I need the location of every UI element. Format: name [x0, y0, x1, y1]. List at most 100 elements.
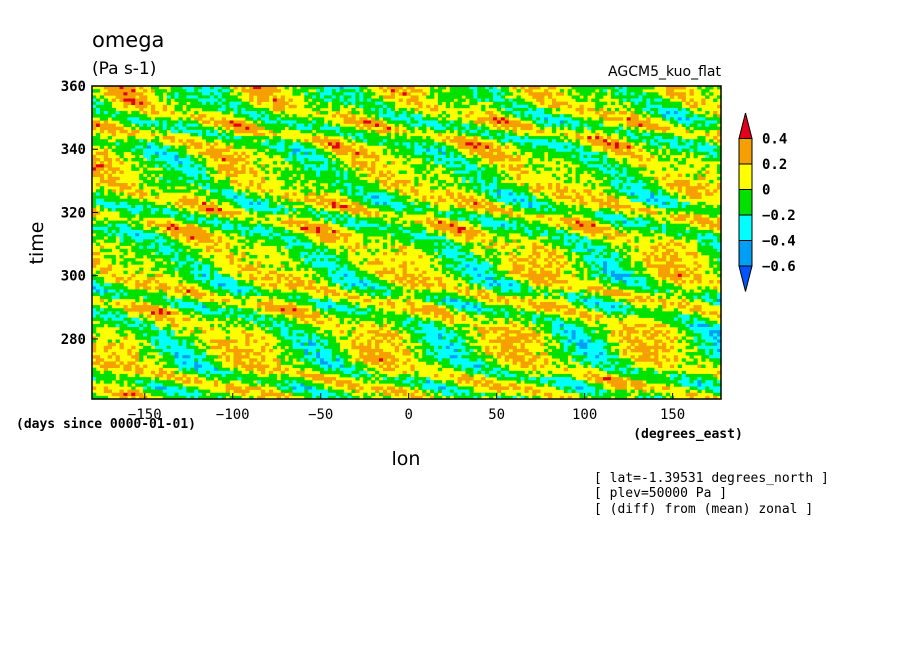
field-cell — [103, 389, 112, 394]
field-cell — [312, 217, 321, 221]
field-cell — [359, 148, 368, 153]
field-cell — [170, 251, 175, 256]
field-cell — [92, 370, 101, 375]
field-cell — [386, 86, 403, 90]
field-cell — [355, 389, 360, 394]
field-cell — [343, 361, 352, 365]
field-cell — [375, 320, 384, 325]
field-cell — [662, 104, 682, 109]
field-cell — [622, 226, 651, 231]
field-cell — [182, 373, 187, 378]
field-cell — [571, 189, 576, 193]
field-cell — [170, 336, 199, 340]
field-cell — [614, 233, 627, 237]
field-cell — [606, 314, 612, 318]
field-cell — [398, 386, 403, 390]
field-cell — [206, 248, 211, 253]
field-cell — [504, 364, 510, 368]
field-cell — [276, 248, 281, 253]
field-cell — [304, 245, 313, 250]
field-cell — [316, 111, 321, 115]
field-cell — [178, 355, 183, 359]
field-cell — [489, 258, 502, 262]
field-cell — [693, 142, 698, 146]
field-cell — [705, 352, 710, 356]
field-cell — [496, 373, 502, 378]
field-cell — [178, 258, 187, 262]
field-cell — [158, 95, 164, 99]
field-cell — [437, 251, 443, 256]
field-cell — [638, 179, 643, 184]
field-cell — [202, 136, 219, 140]
field-cell — [233, 352, 242, 356]
field-cell — [461, 267, 466, 271]
field-cell — [147, 255, 175, 259]
field-cell — [343, 264, 348, 268]
field-cell — [654, 195, 671, 199]
field-cell — [382, 323, 388, 328]
field-cell — [158, 123, 164, 127]
field-cell — [233, 126, 246, 131]
field-cell — [485, 195, 494, 199]
field-cell — [709, 179, 714, 184]
field-cell — [139, 352, 148, 356]
field-cell — [276, 336, 285, 340]
field-cell — [709, 139, 714, 143]
field-cell — [532, 167, 537, 171]
field-cell — [579, 295, 592, 300]
field-cell — [139, 107, 144, 112]
field-cell — [599, 157, 604, 162]
field-cell — [92, 217, 97, 221]
field-cell — [662, 226, 667, 231]
field-cell — [500, 204, 506, 209]
field-cell — [473, 364, 482, 368]
field-cell — [386, 286, 392, 290]
field-cell — [485, 214, 494, 218]
field-cell — [119, 383, 124, 387]
field-cell — [276, 120, 281, 124]
field-cell — [713, 364, 718, 368]
field-cell — [528, 204, 533, 209]
field-cell — [229, 161, 238, 165]
field-cell — [249, 92, 274, 96]
field-cell — [551, 173, 557, 178]
field-cell — [622, 258, 631, 262]
field-cell — [516, 101, 533, 106]
field-cell — [241, 101, 250, 106]
field-cell — [233, 345, 238, 350]
field-cell — [673, 136, 679, 140]
field-cell — [115, 114, 148, 118]
field-cell — [390, 151, 415, 156]
field-cell — [658, 192, 663, 196]
field-cell — [434, 323, 447, 328]
field-cell — [626, 298, 635, 303]
field-cell — [603, 311, 608, 315]
field-cell — [202, 201, 207, 206]
field-cell — [402, 161, 407, 165]
field-cell — [551, 348, 565, 353]
field-cell — [414, 242, 435, 246]
field-cell — [304, 161, 325, 165]
field-cell — [249, 358, 258, 362]
field-cell — [143, 327, 152, 331]
field-cell — [292, 314, 321, 318]
field-cell — [229, 251, 234, 256]
field-cell — [587, 342, 608, 347]
field-cell — [327, 201, 333, 206]
field-cell — [548, 380, 557, 384]
field-cell — [536, 352, 541, 356]
field-cell — [422, 129, 427, 134]
field-cell — [107, 233, 112, 237]
field-cell — [504, 226, 510, 231]
field-cell — [477, 305, 482, 309]
field-cell — [457, 183, 482, 187]
field-cell — [449, 330, 454, 334]
field-cell — [591, 233, 596, 237]
field-cell — [646, 92, 659, 96]
field-cell — [622, 92, 627, 96]
field-cell — [312, 377, 337, 381]
field-cell — [276, 276, 281, 281]
field-cell — [426, 148, 431, 153]
field-cell — [626, 186, 631, 190]
field-cell — [253, 198, 258, 203]
